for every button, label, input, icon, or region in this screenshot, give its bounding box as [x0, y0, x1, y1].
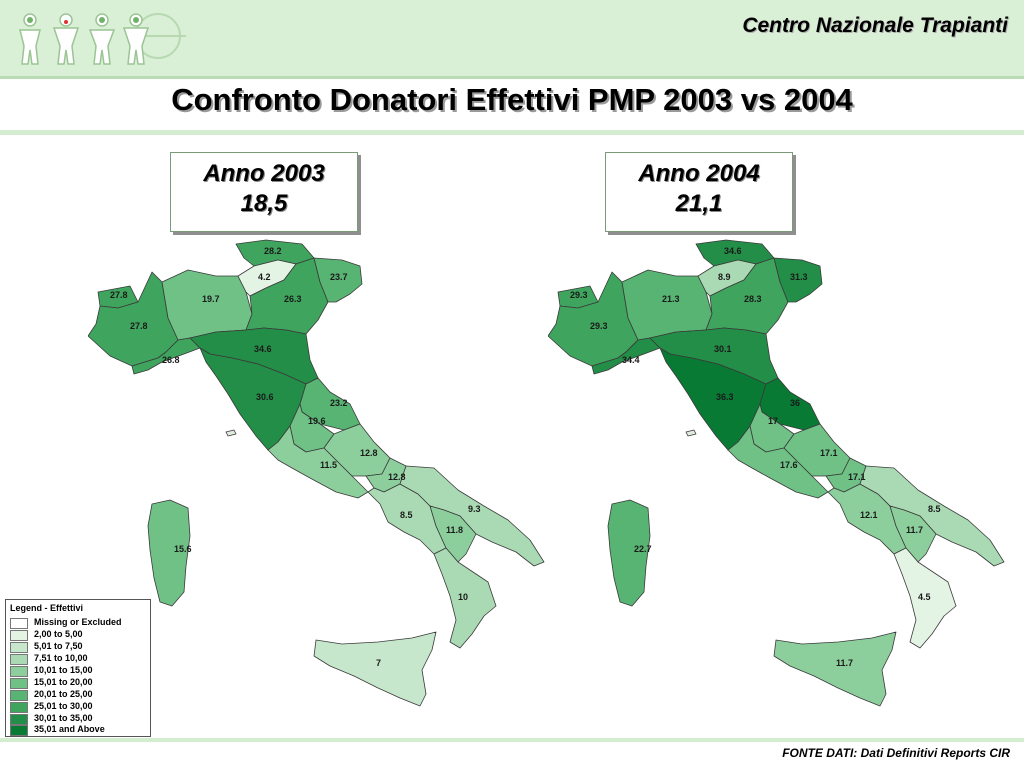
label-basilicata: 11.8 — [446, 525, 463, 535]
title-divider — [0, 130, 1024, 135]
people-figures-logo — [19, 13, 186, 65]
label-trentino: 4.2 — [258, 272, 271, 282]
header-divider — [0, 76, 1024, 79]
legend-swatch — [10, 654, 28, 665]
map-2004: 29.3 29.3 34.4 21.3 34.6 8.9 28.3 31.3 3… — [547, 236, 1008, 711]
map-legend: Legend - Effettivi Missing or Excluded 2… — [5, 599, 151, 737]
label-umbria: 19.6 — [308, 416, 326, 426]
legend-label: Missing or Excluded — [34, 617, 122, 627]
legend-swatch — [10, 666, 28, 677]
header-band — [0, 0, 1024, 76]
label-abruzzo: 17.1 — [820, 448, 838, 458]
region-friuli — [313, 257, 363, 303]
island-elba — [225, 429, 237, 437]
label-veneto: 26.3 — [284, 294, 302, 304]
label-emilia: 30.1 — [714, 344, 732, 354]
organization-name: Centro Nazionale Trapianti — [742, 14, 1008, 37]
italy-map-2004: 29.3 29.3 34.4 21.3 34.6 8.9 28.3 31.3 3… — [547, 239, 1005, 707]
region-sicilia — [773, 631, 897, 707]
label-basilicata: 11.7 — [906, 525, 923, 535]
label-sicilia: 11.7 — [836, 658, 853, 668]
legend-swatch — [10, 618, 28, 629]
label-toscana: 30.6 — [256, 392, 274, 402]
footer-divider — [0, 738, 1024, 742]
label-calabria: 10 — [458, 592, 468, 602]
label-lazio: 17.6 — [780, 460, 798, 470]
label-abruzzo: 12.8 — [360, 448, 378, 458]
legend-label: 7,51 to 10,00 — [34, 653, 88, 663]
region-basilicata — [429, 505, 477, 563]
region-puglia — [399, 465, 545, 567]
label-alto-adige: 34.6 — [724, 246, 742, 256]
island-elba — [685, 429, 697, 437]
label-calabria: 4.5 — [918, 592, 931, 602]
legend-label: 5,01 to 7,50 — [34, 641, 83, 651]
label-lombardia: 19.7 — [202, 294, 220, 304]
label-veneto: 28.3 — [744, 294, 762, 304]
label-aosta: 27.8 — [110, 290, 128, 300]
region-basilicata — [889, 505, 937, 563]
label-emilia: 34.6 — [254, 344, 272, 354]
region-sardegna — [607, 499, 651, 607]
year-label-2004: Anno 2004 — [638, 160, 760, 187]
year-box-2004: Anno 2004 21,1 — [605, 152, 793, 232]
region-sardegna — [147, 499, 191, 607]
label-marche: 36 — [790, 398, 800, 408]
year-box-2003: Anno 2003 18,5 — [170, 152, 358, 232]
region-calabria — [433, 547, 497, 649]
label-puglia: 9.3 — [468, 504, 481, 514]
page-title: Confronto Donatori Effettivi PMP 2003 vs… — [171, 82, 853, 117]
label-umbria: 17 — [768, 416, 778, 426]
label-molise: 17.1 — [848, 472, 866, 482]
label-sardegna: 22.7 — [634, 544, 652, 554]
label-piemonte: 27.8 — [130, 321, 148, 331]
data-source: FONTE DATI: Dati Definitivi Reports CIR — [782, 746, 1010, 760]
map-2003: 27.8 27.8 26.8 19.7 28.2 4.2 26.3 23.7 3… — [87, 236, 548, 711]
legend-swatch — [10, 714, 28, 725]
legend-title: Legend - Effettivi — [10, 603, 84, 613]
legend-swatch — [10, 702, 28, 713]
label-alto-adige: 28.2 — [264, 246, 282, 256]
label-molise: 12.8 — [388, 472, 406, 482]
label-sicilia: 7 — [376, 658, 381, 668]
legend-label: 25,01 to 30,00 — [34, 701, 93, 711]
label-trentino: 8.9 — [718, 272, 731, 282]
label-aosta: 29.3 — [570, 290, 588, 300]
legend-label: 35,01 and Above — [34, 724, 105, 734]
label-lazio: 11.5 — [320, 460, 337, 470]
region-sicilia — [313, 631, 437, 707]
legend-label: 20,01 to 25,00 — [34, 689, 93, 699]
legend-swatch — [10, 642, 28, 653]
national-value-2004: 21,1 — [675, 190, 723, 217]
legend-swatch — [10, 630, 28, 641]
national-value-2003: 18,5 — [240, 190, 288, 217]
legend-label: 10,01 to 15,00 — [34, 665, 93, 675]
label-campania: 8.5 — [400, 510, 413, 520]
label-puglia: 8.5 — [928, 504, 941, 514]
region-puglia — [859, 465, 1005, 567]
label-piemonte: 29.3 — [590, 321, 608, 331]
label-liguria: 34.4 — [622, 355, 640, 365]
year-label-2003: Anno 2003 — [203, 160, 325, 187]
label-sardegna: 15.6 — [174, 544, 192, 554]
label-toscana: 36.3 — [716, 392, 734, 402]
legend-swatch — [10, 725, 28, 736]
label-campania: 12.1 — [860, 510, 878, 520]
legend-label: 2,00 to 5,00 — [34, 629, 83, 639]
legend-swatch — [10, 690, 28, 701]
region-calabria — [893, 547, 957, 649]
label-friuli: 23.7 — [330, 272, 348, 282]
label-liguria: 26.8 — [162, 355, 180, 365]
italy-map-2003: 27.8 27.8 26.8 19.7 28.2 4.2 26.3 23.7 3… — [87, 239, 545, 707]
label-marche: 23.2 — [330, 398, 348, 408]
region-lombardia — [621, 269, 713, 341]
label-friuli: 31.3 — [790, 272, 808, 282]
label-lombardia: 21.3 — [662, 294, 680, 304]
legend-label: 30,01 to 35,00 — [34, 713, 93, 723]
legend-label: 15,01 to 20,00 — [34, 677, 93, 687]
region-friuli — [773, 257, 823, 303]
region-lombardia — [161, 269, 253, 341]
legend-swatch — [10, 678, 28, 689]
